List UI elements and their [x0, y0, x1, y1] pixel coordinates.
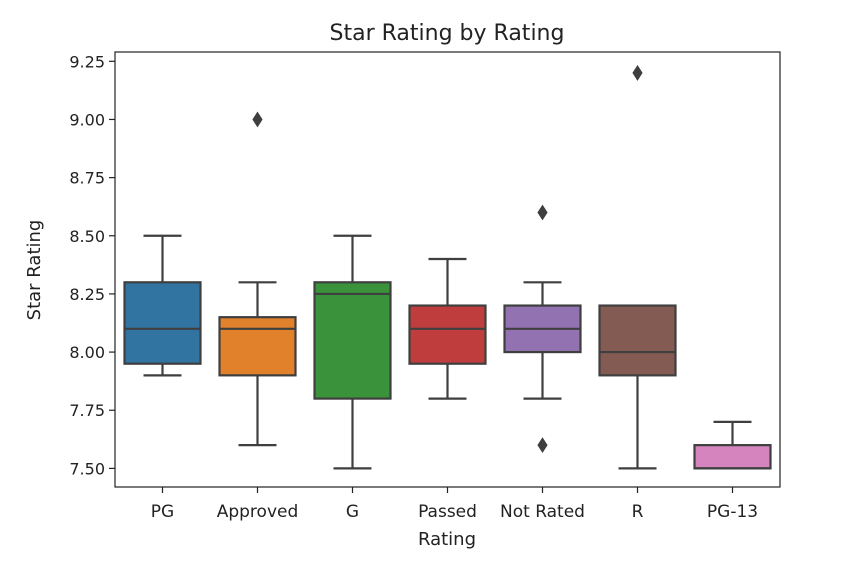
y-tick-label: 8.50	[69, 227, 105, 246]
box-iqr	[218, 316, 297, 377]
box-passed	[408, 257, 487, 400]
x-axis-label: Rating	[418, 529, 476, 550]
y-axis-label: Star Rating	[24, 220, 45, 321]
y-tick-label: 8.25	[69, 285, 105, 304]
box-iqr	[693, 444, 772, 470]
x-tick-label: Approved	[217, 502, 299, 522]
box-iqr	[598, 304, 677, 377]
outlier-point	[252, 111, 263, 128]
x-tick-label: R	[632, 502, 644, 522]
box-pg	[123, 234, 202, 377]
x-tick-label: G	[346, 502, 359, 522]
box-iqr	[123, 281, 202, 365]
box-iqr	[408, 304, 487, 365]
outlier-point	[632, 65, 643, 81]
y-tick-label: 9.00	[69, 110, 105, 129]
x-tick-label: PG-13	[707, 502, 758, 522]
x-tick-label: Passed	[418, 502, 477, 522]
outlier-point	[537, 204, 548, 221]
y-tick-label: 8.00	[69, 343, 105, 362]
outlier-point	[537, 437, 548, 454]
box-approved	[218, 111, 297, 447]
chart-title: Star Rating by Rating	[330, 21, 565, 46]
box-not-rated	[503, 204, 582, 454]
x-axis: PG Approved G Passed Not Rated R PG-13	[151, 487, 758, 522]
y-tick-label: 7.75	[69, 401, 105, 420]
box-pg-13	[693, 420, 772, 470]
y-tick-label: 9.25	[69, 52, 105, 71]
box-g	[313, 234, 392, 470]
boxes-layer	[123, 65, 772, 470]
x-tick-label: PG	[151, 502, 174, 522]
y-tick-label: 7.50	[69, 459, 105, 478]
y-axis: 7.50 7.75 8.00 8.25 8.50 8.75 9.00 9.25	[69, 52, 115, 478]
box-iqr	[313, 281, 392, 400]
plot-frame	[114, 51, 781, 488]
y-tick-label: 8.75	[69, 169, 105, 188]
x-tick-label: Not Rated	[500, 502, 585, 522]
box-r	[598, 65, 677, 470]
